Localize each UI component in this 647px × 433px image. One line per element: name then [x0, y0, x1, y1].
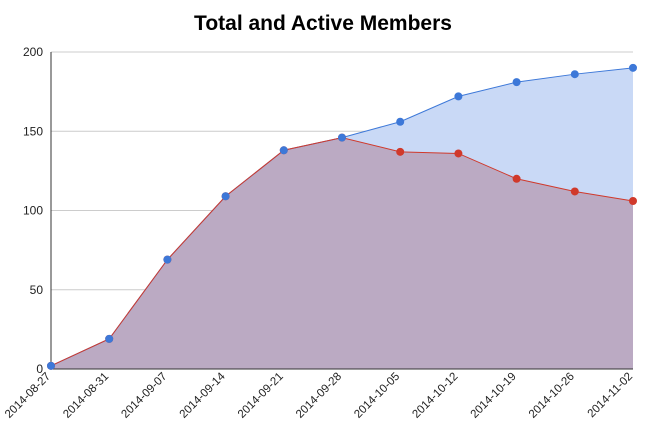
y-tick-labels: 0 50 100 150 200 [23, 45, 43, 376]
data-point-1 [454, 149, 463, 158]
point-layer [47, 63, 637, 370]
axis-layer [50, 52, 633, 370]
x-tick-label: 2014-08-27 [3, 371, 53, 421]
data-point-0 [221, 192, 230, 201]
data-point-0 [279, 146, 288, 155]
series-area-1 [51, 137, 633, 369]
data-point-0 [338, 133, 346, 142]
data-point-1 [570, 187, 579, 196]
data-point-0 [629, 63, 637, 72]
y-tick-label: 200 [23, 45, 43, 59]
x-tick-label: 2014-10-12 [410, 371, 460, 421]
data-point-0 [454, 92, 463, 101]
data-point-0 [105, 334, 114, 343]
chart-title: Total and Active Members [194, 12, 452, 35]
area-layer [51, 67, 633, 369]
y-tick-label: 150 [23, 124, 43, 138]
y-tick-label: 100 [23, 204, 43, 218]
data-point-0 [47, 361, 55, 370]
x-tick-label: 2014-10-26 [527, 371, 577, 421]
x-tick-label: 2014-10-19 [469, 371, 519, 421]
x-tick-label: 2014-09-28 [294, 371, 344, 421]
data-point-0 [163, 255, 172, 264]
data-point-1 [629, 196, 637, 205]
x-tick-label: 2014-08-31 [61, 371, 111, 421]
data-point-1 [396, 147, 405, 156]
data-point-0 [512, 78, 521, 87]
y-tick-label: 0 [36, 362, 43, 376]
x-tick-label: 2014-10-05 [352, 371, 402, 421]
data-point-1 [512, 174, 521, 183]
data-point-0 [570, 70, 579, 79]
x-tick-label: 2014-09-21 [236, 371, 286, 421]
x-tick-label: 2014-11-02 [586, 371, 635, 420]
x-tick-labels: 2014-08-27 2014-08-31 2014-09-07 2014-09-14… [3, 370, 635, 421]
x-tick-label: 2014-09-14 [178, 370, 229, 421]
y-tick-label: 50 [30, 283, 44, 297]
x-tick-label: 2014-09-07 [119, 371, 169, 421]
data-point-0 [396, 117, 405, 126]
